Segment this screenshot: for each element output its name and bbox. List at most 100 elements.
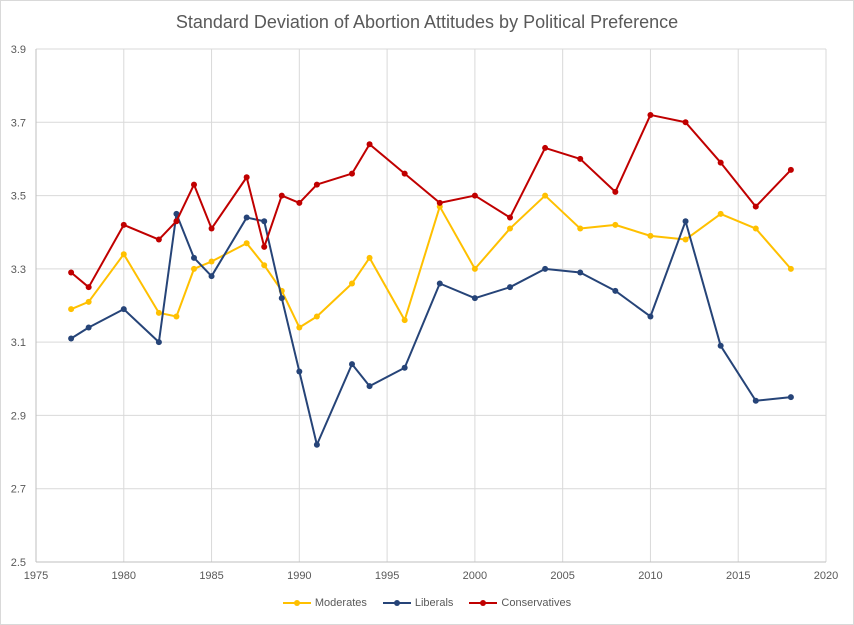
data-point-conservatives[interactable] <box>208 225 215 232</box>
series-moderates <box>68 192 794 331</box>
data-point-liberals[interactable] <box>191 254 197 261</box>
data-point-liberals[interactable] <box>612 287 619 294</box>
y-tick-label: 3.9 <box>11 44 26 56</box>
data-point-liberals[interactable] <box>173 210 180 217</box>
series-line-conservatives <box>70 113 792 289</box>
data-point-conservatives[interactable] <box>436 199 443 206</box>
data-point-moderates[interactable] <box>507 225 513 232</box>
data-point-conservatives[interactable] <box>401 170 408 177</box>
data-point-moderates[interactable] <box>401 317 408 324</box>
data-point-liberals[interactable] <box>296 368 303 375</box>
data-point-conservatives[interactable] <box>471 192 478 199</box>
legend-label: Moderates <box>314 597 367 610</box>
data-point-conservatives[interactable] <box>120 221 127 228</box>
legend-item-conservatives[interactable]: Conservatives <box>469 597 571 609</box>
data-point-conservatives[interactable] <box>577 155 584 162</box>
data-point-conservatives[interactable] <box>261 243 268 250</box>
data-point-conservatives[interactable] <box>682 119 689 126</box>
data-point-moderates[interactable] <box>191 265 197 272</box>
y-tick-label: 3.5 <box>11 191 26 203</box>
data-point-conservatives[interactable] <box>349 170 355 177</box>
series-liberals <box>68 210 794 448</box>
data-point-liberals[interactable] <box>401 364 408 371</box>
data-point-conservatives[interactable] <box>542 144 549 151</box>
data-point-liberals[interactable] <box>155 339 162 346</box>
data-point-liberals[interactable] <box>542 265 549 272</box>
data-point-liberals[interactable] <box>471 295 478 302</box>
data-point-moderates[interactable] <box>471 265 478 272</box>
data-point-liberals[interactable] <box>787 394 794 401</box>
data-point-moderates[interactable] <box>261 262 268 269</box>
data-point-conservatives[interactable] <box>313 181 320 188</box>
data-point-conservatives[interactable] <box>85 284 92 291</box>
x-tick-label: 1995 <box>375 570 399 582</box>
data-point-liberals[interactable] <box>577 269 584 276</box>
data-point-moderates[interactable] <box>296 324 303 331</box>
data-point-liberals[interactable] <box>208 273 215 280</box>
data-point-conservatives[interactable] <box>717 159 724 166</box>
data-point-conservatives[interactable] <box>752 203 759 210</box>
y-tick-label: 3.3 <box>11 264 26 276</box>
data-point-liberals[interactable] <box>120 306 127 313</box>
legend-item-moderates[interactable]: Moderates <box>282 597 367 610</box>
y-tick-label: 3.1 <box>11 337 26 349</box>
data-point-liberals[interactable] <box>68 335 75 342</box>
data-point-liberals[interactable] <box>349 361 355 368</box>
data-point-moderates[interactable] <box>208 258 215 265</box>
data-point-liberals[interactable] <box>261 218 268 225</box>
legend-swatch-moderates <box>282 600 311 607</box>
data-point-moderates[interactable] <box>155 309 162 316</box>
data-point-conservatives[interactable] <box>366 141 373 148</box>
legend-label: Conservatives <box>501 597 572 610</box>
data-point-liberals[interactable] <box>313 441 320 448</box>
data-point-conservatives[interactable] <box>647 111 654 118</box>
data-point-liberals[interactable] <box>436 280 443 287</box>
legend-label: Liberals <box>414 597 454 610</box>
data-point-moderates[interactable] <box>682 236 689 243</box>
data-point-moderates[interactable] <box>717 210 724 217</box>
x-tick-label: 1990 <box>287 570 311 582</box>
data-point-conservatives[interactable] <box>787 166 794 173</box>
data-point-moderates[interactable] <box>647 232 654 239</box>
data-point-conservatives[interactable] <box>155 236 162 243</box>
y-tick-label: 2.5 <box>11 557 26 569</box>
data-point-liberals[interactable] <box>647 313 654 320</box>
data-point-conservatives[interactable] <box>612 188 619 195</box>
data-point-conservatives[interactable] <box>173 218 180 225</box>
data-point-conservatives[interactable] <box>507 214 513 221</box>
data-point-moderates[interactable] <box>68 306 75 313</box>
data-point-moderates[interactable] <box>349 280 355 287</box>
data-point-liberals[interactable] <box>366 383 373 390</box>
data-point-conservatives[interactable] <box>191 181 197 188</box>
data-point-moderates[interactable] <box>612 221 619 228</box>
data-point-moderates[interactable] <box>120 251 127 258</box>
data-point-moderates[interactable] <box>366 254 373 261</box>
data-point-conservatives[interactable] <box>243 174 250 181</box>
legend-item-liberals[interactable]: Liberals <box>382 597 454 610</box>
data-point-moderates[interactable] <box>243 240 250 247</box>
data-point-liberals[interactable] <box>682 218 689 225</box>
data-point-liberals[interactable] <box>507 284 513 291</box>
data-point-moderates[interactable] <box>577 225 584 232</box>
data-point-liberals[interactable] <box>752 397 759 404</box>
x-tick-label: 1985 <box>199 570 223 582</box>
data-point-moderates[interactable] <box>787 265 794 272</box>
data-point-liberals[interactable] <box>243 214 250 221</box>
data-point-liberals[interactable] <box>717 342 724 349</box>
y-tick-label: 2.9 <box>11 410 26 422</box>
chart-title: Standard Deviation of Abortion Attitudes… <box>175 12 679 32</box>
series-line-moderates <box>70 194 792 329</box>
data-point-conservatives[interactable] <box>68 269 75 276</box>
data-point-moderates[interactable] <box>173 313 180 320</box>
series-line-liberals <box>70 212 791 446</box>
data-point-moderates[interactable] <box>542 192 549 199</box>
data-point-conservatives[interactable] <box>278 192 285 199</box>
x-tick-label: 2020 <box>814 570 838 582</box>
data-point-conservatives[interactable] <box>296 199 303 206</box>
data-point-moderates[interactable] <box>85 298 92 305</box>
data-point-liberals[interactable] <box>85 324 92 331</box>
data-point-moderates[interactable] <box>752 225 759 232</box>
data-point-liberals[interactable] <box>278 295 285 302</box>
legend-swatch-liberals <box>382 600 411 607</box>
data-point-moderates[interactable] <box>313 313 320 320</box>
